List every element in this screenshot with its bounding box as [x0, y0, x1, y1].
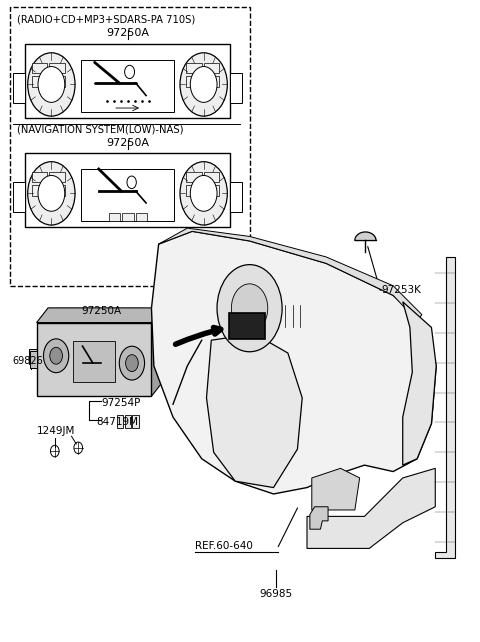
Circle shape: [231, 284, 268, 333]
Bar: [186, 63, 202, 73]
Bar: [186, 186, 202, 196]
Bar: [136, 213, 147, 221]
Text: 69826: 69826: [12, 356, 43, 366]
Polygon shape: [152, 308, 163, 396]
Bar: [24, 153, 230, 227]
Bar: [230, 73, 242, 103]
Circle shape: [217, 265, 282, 352]
Text: 96985: 96985: [259, 589, 292, 599]
Bar: [125, 415, 131, 428]
Text: 84719M: 84719M: [96, 417, 138, 426]
Text: (NAVIGATION SYSTEM(LOW)-NAS): (NAVIGATION SYSTEM(LOW)-NAS): [17, 125, 184, 135]
Circle shape: [44, 339, 69, 372]
Bar: [230, 182, 242, 212]
Bar: [122, 213, 134, 221]
Bar: [186, 76, 202, 87]
Bar: [49, 76, 65, 87]
Circle shape: [38, 67, 65, 102]
Circle shape: [190, 175, 217, 211]
Text: 97254P: 97254P: [101, 398, 141, 408]
Bar: [204, 186, 219, 196]
Polygon shape: [206, 334, 302, 487]
Circle shape: [50, 446, 59, 457]
Polygon shape: [312, 469, 360, 510]
Bar: [117, 415, 123, 428]
Circle shape: [28, 162, 75, 225]
Circle shape: [126, 354, 138, 372]
Bar: [32, 186, 47, 196]
Circle shape: [120, 346, 144, 380]
Circle shape: [180, 162, 228, 225]
Text: 1249JM: 1249JM: [36, 426, 75, 436]
Text: 97250A: 97250A: [81, 306, 121, 316]
Text: 97250A: 97250A: [106, 138, 149, 148]
Bar: [36, 322, 152, 396]
Circle shape: [28, 53, 75, 116]
Polygon shape: [435, 257, 456, 558]
Circle shape: [180, 53, 228, 116]
Circle shape: [74, 442, 83, 454]
Text: 97250A: 97250A: [106, 28, 149, 38]
Bar: [32, 63, 47, 73]
Bar: [13, 182, 24, 212]
Polygon shape: [30, 351, 36, 369]
Bar: [229, 313, 265, 339]
Polygon shape: [36, 308, 163, 322]
Bar: [186, 172, 202, 182]
Bar: [132, 415, 139, 428]
Bar: [204, 76, 219, 87]
Polygon shape: [310, 507, 328, 529]
Bar: [49, 186, 65, 196]
Bar: [49, 172, 65, 182]
Bar: [32, 172, 47, 182]
Text: REF.60-640: REF.60-640: [194, 541, 252, 551]
FancyBboxPatch shape: [10, 7, 250, 286]
Bar: [49, 63, 65, 73]
Bar: [81, 169, 174, 221]
Circle shape: [38, 175, 65, 211]
Circle shape: [190, 67, 217, 102]
Bar: [109, 213, 120, 221]
Bar: [81, 60, 174, 112]
Polygon shape: [152, 231, 436, 494]
Polygon shape: [158, 228, 422, 321]
Bar: [24, 44, 230, 117]
Polygon shape: [403, 302, 436, 465]
Bar: [73, 341, 115, 381]
Bar: [13, 73, 24, 103]
Bar: [204, 172, 219, 182]
Text: 97253K: 97253K: [381, 285, 421, 295]
Polygon shape: [307, 469, 435, 548]
Bar: [204, 63, 219, 73]
Bar: [29, 349, 38, 364]
Text: (RADIO+CD+MP3+SDARS-PA 710S): (RADIO+CD+MP3+SDARS-PA 710S): [17, 15, 196, 25]
Circle shape: [50, 347, 62, 364]
Bar: [32, 76, 47, 87]
